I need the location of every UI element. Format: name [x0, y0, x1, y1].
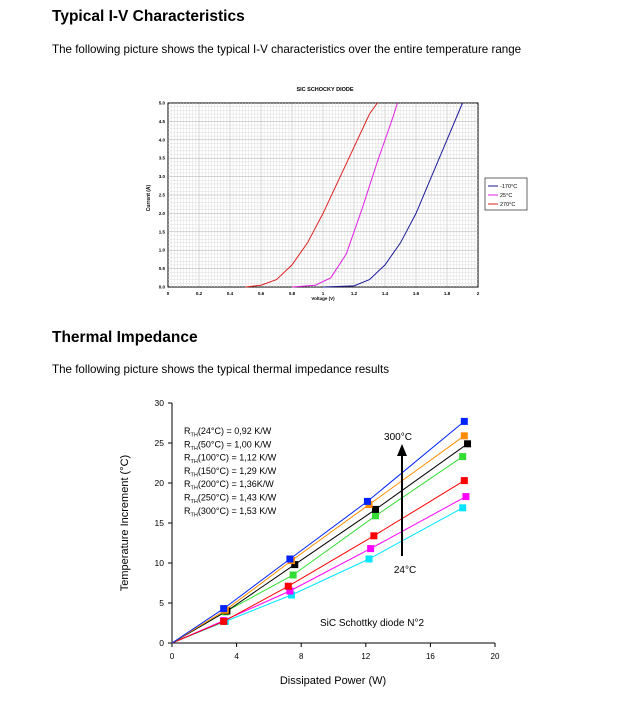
- annotation-diode: SiC Schottky diode N°2: [320, 618, 424, 629]
- iv-ytick-label: 0.5: [159, 266, 166, 271]
- th-data-marker: [370, 532, 378, 540]
- th-xtick-label: 12: [361, 652, 370, 661]
- th-data-marker: [284, 582, 292, 590]
- th-xtick-label: 16: [426, 652, 435, 661]
- th-data-marker: [221, 608, 229, 616]
- th-data-marker: [459, 504, 467, 512]
- th-data-marker: [464, 440, 472, 448]
- iv-xtick-label: 1.8: [444, 291, 451, 296]
- th-series-line: [171, 443, 468, 644]
- iv-ytick-label: 4.5: [159, 119, 166, 124]
- iv-xtick-label: 1.6: [413, 291, 420, 296]
- th-series-line: [171, 480, 465, 644]
- th-data-marker: [223, 607, 231, 615]
- th-ytick-label: 20: [155, 478, 165, 488]
- iv-ytick-label: 3.0: [159, 174, 166, 179]
- th-data-marker: [365, 555, 373, 563]
- th-data-marker: [291, 561, 299, 569]
- th-data-marker: [221, 617, 229, 625]
- iv-xtick-label: 2: [477, 291, 480, 296]
- th-legend-entry: RTH(200°C) = 1,36K/W: [184, 479, 274, 492]
- iv-ytick-label: 5.0: [159, 101, 166, 106]
- th-series-line: [171, 507, 463, 644]
- th-data-marker: [371, 505, 379, 513]
- th-xtick-label: 8: [299, 652, 304, 661]
- iv-xlabel: Voltage (V): [311, 296, 335, 301]
- th-series-line: [171, 421, 465, 644]
- iv-xtick-label: 0.2: [196, 291, 203, 296]
- thermal-heading: Thermal Impedance: [52, 329, 198, 346]
- th-data-marker: [286, 555, 294, 563]
- th-ytick-label: 15: [155, 518, 165, 528]
- annotation-300c: 300°C: [384, 432, 412, 443]
- iv-series-line: [322, 102, 463, 288]
- th-ytick-label: 30: [155, 398, 165, 408]
- iv-series-line: [291, 102, 398, 288]
- thermal-intro: The following picture shows the typical …: [52, 363, 390, 376]
- iv-xtick-label: 1.4: [382, 291, 389, 296]
- th-xtick-label: 4: [234, 652, 239, 661]
- th-ytick-label: 25: [155, 438, 165, 448]
- iv-heading: Typical I-V Characteristics: [52, 8, 245, 25]
- th-data-marker: [220, 617, 228, 625]
- iv-ytick-label: 1.0: [159, 248, 166, 253]
- iv-xtick-label: 0.8: [289, 291, 296, 296]
- iv-legend-label: 270°C: [500, 202, 515, 208]
- th-xtick-label: 0: [170, 652, 175, 661]
- iv-ytick-label: 0.0: [159, 285, 166, 290]
- th-data-marker: [220, 605, 228, 613]
- th-data-marker: [365, 501, 373, 509]
- th-data-marker: [221, 606, 229, 614]
- th-ytick-label: 0: [159, 638, 164, 648]
- iv-legend-box: [484, 177, 528, 211]
- th-data-marker: [363, 497, 371, 505]
- iv-ytick-label: 1.5: [159, 229, 166, 234]
- th-series-line: [171, 456, 463, 644]
- th-series-line: [171, 496, 467, 644]
- th-ylabel: Temperature Increment (°C): [119, 455, 131, 591]
- iv-ylabel: Current (A): [146, 184, 152, 211]
- th-legend-entry: RTH(50°C) = 1,00 K/W: [184, 439, 272, 452]
- th-legend-entry: RTH(300°C) = 1,53 K/W: [184, 506, 277, 519]
- th-data-marker: [460, 477, 468, 485]
- iv-xtick-label: 1: [322, 291, 325, 296]
- iv-ytick-label: 3.5: [159, 156, 166, 161]
- th-legend-entry: RTH(150°C) = 1,29 K/W: [184, 466, 277, 479]
- iv-ytick-label: 4.0: [159, 137, 166, 142]
- iv-ytick-label: 2.5: [159, 193, 166, 198]
- th-xtick-label: 20: [491, 652, 500, 661]
- th-data-marker: [459, 453, 467, 461]
- iv-ytick-label: 2.0: [159, 211, 166, 216]
- th-series-line: [171, 435, 465, 644]
- th-xlabel: Dissipated Power (W): [280, 675, 386, 687]
- iv-xtick-label: 0: [167, 291, 170, 296]
- iv-legend-label: 25°C: [500, 193, 512, 199]
- arrow-head: [397, 444, 407, 456]
- th-data-marker: [460, 417, 468, 425]
- iv-intro: The following picture shows the typical …: [52, 43, 522, 56]
- th-data-marker: [220, 617, 228, 625]
- th-data-marker: [288, 557, 296, 565]
- th-data-marker: [460, 432, 468, 440]
- th-legend-entry: RTH(100°C) = 1,12 K/W: [184, 453, 277, 466]
- iv-xtick-label: 1.2: [351, 291, 358, 296]
- iv-xtick-label: 0.6: [258, 291, 265, 296]
- th-data-marker: [462, 493, 470, 501]
- th-ytick-label: 5: [159, 598, 164, 608]
- th-data-marker: [367, 545, 375, 553]
- th-data-marker: [288, 591, 296, 599]
- th-ytick-label: 10: [155, 558, 165, 568]
- th-data-marker: [286, 587, 294, 595]
- th-data-marker: [371, 512, 379, 520]
- iv-xtick-label: 0.4: [227, 291, 234, 296]
- iv-series-line: [245, 102, 378, 288]
- iv-title: SIC SCHOCKY DIODE: [296, 87, 353, 93]
- th-legend-entry: RTH(24°C) = 0,92 K/W: [184, 426, 272, 439]
- th-legend-entry: RTH(250°C) = 1,43 K/W: [184, 493, 277, 506]
- iv-chart: SIC SCHOCKY DIODE Voltage (V) Current (A…: [146, 87, 528, 301]
- annotation-24c: 24°C: [394, 565, 416, 576]
- th-data-marker: [289, 571, 297, 579]
- iv-legend-label: -170°C: [500, 184, 517, 190]
